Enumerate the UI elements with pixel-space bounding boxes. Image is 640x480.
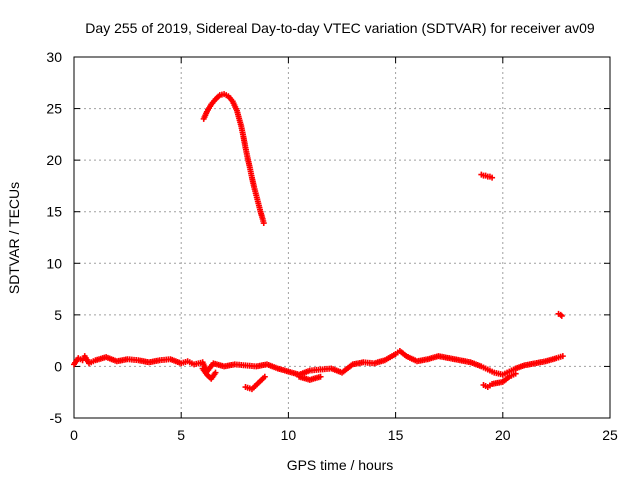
- y-tick-label: 10: [46, 255, 62, 271]
- x-axis-label: GPS time / hours: [287, 457, 394, 473]
- data-points: [71, 91, 566, 393]
- y-tick-label: 15: [46, 204, 62, 220]
- y-tick-labels: -5 0 5 10 15 20 25 30: [46, 49, 62, 426]
- x-tick-label: 0: [70, 427, 78, 443]
- data-point: [489, 174, 496, 181]
- data-point: [559, 353, 566, 360]
- chart-title: Day 255 of 2019, Sidereal Day-to-day VTE…: [85, 20, 595, 36]
- axis-ticks: [73, 56, 611, 419]
- x-tick-label: 10: [281, 427, 297, 443]
- data-point: [557, 311, 564, 318]
- y-tick-label: 5: [54, 307, 62, 323]
- x-tick-label: 5: [177, 427, 185, 443]
- y-tick-label: 30: [46, 49, 62, 65]
- y-tick-label: 0: [54, 358, 62, 374]
- x-tick-labels: 0 5 10 15 20 25: [70, 427, 618, 443]
- y-axis-label: SDTVAR / TECUs: [6, 182, 22, 294]
- y-tick-label: -5: [50, 410, 63, 426]
- data-point: [260, 220, 267, 227]
- data-point: [558, 312, 565, 319]
- y-tick-label: 20: [46, 152, 62, 168]
- data-point: [317, 373, 324, 380]
- data-point: [212, 369, 219, 376]
- data-point: [512, 370, 519, 377]
- x-tick-label: 25: [602, 427, 618, 443]
- y-tick-label: 25: [46, 101, 62, 117]
- data-point: [261, 373, 268, 380]
- x-tick-label: 15: [388, 427, 404, 443]
- plot-frame: [73, 56, 611, 419]
- x-tick-label: 20: [495, 427, 511, 443]
